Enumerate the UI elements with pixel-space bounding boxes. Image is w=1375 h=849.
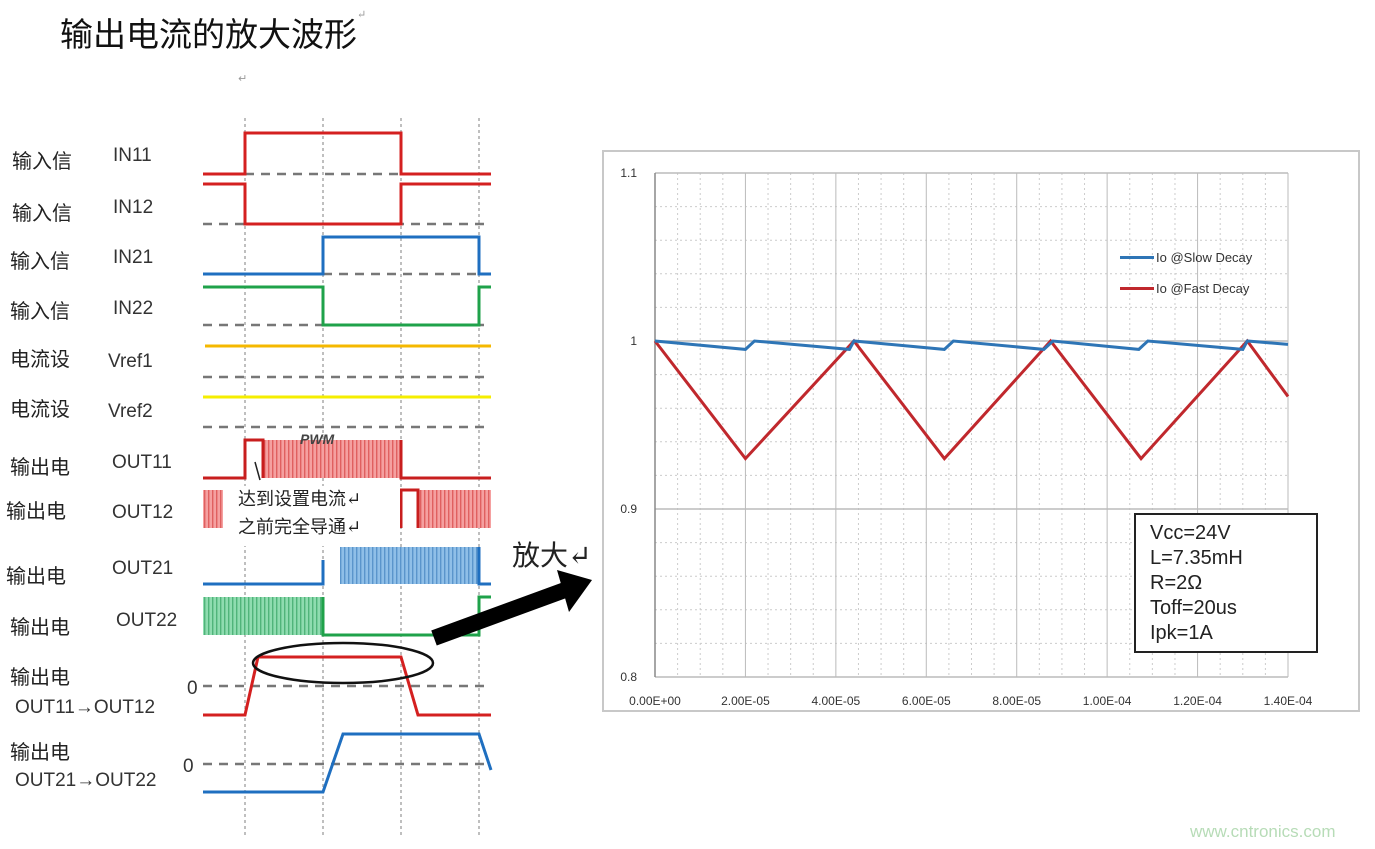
waveform-current-out11-out12 bbox=[203, 655, 491, 717]
row-description: 输入信 bbox=[12, 149, 72, 173]
highlight-ellipse bbox=[251, 641, 435, 685]
y-tick-label: 1.1 bbox=[620, 166, 637, 180]
signal-name: OUT21→OUT22 bbox=[15, 770, 157, 791]
waveform-out21 bbox=[203, 560, 325, 586]
waveform-current-out21-out22 bbox=[203, 732, 493, 794]
signal-name: IN22 bbox=[113, 298, 154, 319]
zoom-label: 放大↵ bbox=[512, 539, 592, 572]
pwm-hatch-out22 bbox=[203, 597, 323, 635]
pwm-hatch-out12 bbox=[418, 490, 491, 528]
row-description: 输出电 bbox=[10, 615, 70, 639]
row-description: 输出电 bbox=[6, 499, 66, 523]
row-description: 输入信 bbox=[10, 249, 70, 273]
chart-frame bbox=[602, 150, 1360, 712]
callout-box: 达到设置电流↵ 之前完全导通↵ bbox=[232, 486, 400, 546]
row-description: 电流设 bbox=[10, 347, 70, 371]
signal-name: IN12 bbox=[113, 197, 154, 218]
legend-item-fast-decay: Io @Fast Decay bbox=[1120, 281, 1249, 296]
signal-name: Vref2 bbox=[108, 401, 153, 422]
waveform-out12 bbox=[399, 488, 420, 528]
series-line-fast-decay bbox=[653, 338, 1290, 461]
legend-label: Io @Slow Decay bbox=[1156, 250, 1253, 265]
legend-label: Io @Fast Decay bbox=[1156, 281, 1250, 296]
legend-swatch bbox=[1120, 256, 1154, 259]
series-line-slow-decay bbox=[654, 339, 1289, 351]
row-description: 输出电 bbox=[10, 740, 70, 764]
callout-line: 达到设置电流↵ bbox=[238, 489, 362, 510]
row-description: 输入信 bbox=[10, 299, 70, 323]
row-description: 电流设 bbox=[10, 397, 70, 421]
callout-line: 之前完全导通↵ bbox=[238, 517, 362, 538]
signal-name: OUT12 bbox=[112, 502, 174, 523]
legend-item-slow-decay: Io @Slow Decay bbox=[1120, 250, 1252, 265]
zero-label: 0 bbox=[183, 756, 194, 777]
parameters-box: Vcc=24V L=7.35mH R=2Ω Toff=20us Ipk=1A bbox=[1134, 513, 1318, 653]
annotation-arrow bbox=[254, 461, 261, 481]
row-description: 输出电 bbox=[10, 665, 70, 689]
signal-name: Vref1 bbox=[108, 351, 153, 372]
waveform-out11-tail bbox=[399, 440, 491, 480]
pwm-hatch-out12 bbox=[203, 490, 223, 528]
return-mark: ↵ bbox=[357, 8, 367, 21]
x-tick-label: 8.00E-05 bbox=[992, 694, 1041, 708]
y-tick-label: 0.8 bbox=[620, 670, 637, 684]
page-title: 输出电流的放大波形 ↵ bbox=[60, 8, 366, 56]
param-ipk: Ipk=1A bbox=[1150, 622, 1213, 644]
y-tick-label: 1 bbox=[630, 334, 637, 348]
waveform-in22 bbox=[203, 285, 491, 327]
x-tick-label: 1.00E-04 bbox=[1083, 694, 1132, 708]
row-description: 输入信 bbox=[12, 201, 72, 225]
title-text: 输出电流的放大波形 bbox=[60, 15, 357, 54]
waveform-out11 bbox=[203, 438, 265, 480]
waveform-in21 bbox=[203, 235, 491, 276]
pwm-label: PWM bbox=[300, 431, 335, 447]
x-tick-label: 2.00E-05 bbox=[721, 694, 770, 708]
watermark: www.cntronics.com bbox=[1190, 822, 1336, 841]
x-tick-label: 0.00E+00 bbox=[629, 694, 681, 708]
param-toff: Toff=20us bbox=[1150, 597, 1237, 619]
return-mark: ↵ bbox=[238, 72, 248, 85]
waveform-out22 bbox=[321, 595, 491, 637]
row-description: 输出电 bbox=[10, 455, 70, 479]
pwm-hatch-out11 bbox=[263, 440, 401, 478]
param-vcc: Vcc=24V bbox=[1150, 522, 1231, 544]
zero-label: 0 bbox=[187, 678, 198, 699]
param-r: R=2Ω bbox=[1150, 572, 1203, 594]
x-tick-label: 1.20E-04 bbox=[1173, 694, 1222, 708]
param-l: L=7.35mH bbox=[1150, 547, 1243, 569]
waveform-out21-tail bbox=[477, 547, 491, 586]
pwm-hatch-out21 bbox=[340, 547, 479, 584]
signal-name: OUT11→OUT12 bbox=[15, 697, 156, 718]
signal-name: OUT11 bbox=[112, 452, 172, 473]
signal-name: OUT21 bbox=[112, 558, 174, 579]
legend-swatch bbox=[1120, 287, 1154, 290]
signal-name: IN11 bbox=[113, 145, 152, 166]
zoom-arrow-icon bbox=[431, 570, 592, 646]
x-tick-label: 1.40E-04 bbox=[1264, 694, 1313, 708]
signal-name: IN21 bbox=[113, 247, 154, 268]
x-tick-label: 6.00E-05 bbox=[902, 694, 951, 708]
waveform-in12 bbox=[203, 182, 491, 226]
signal-name: OUT22 bbox=[116, 610, 178, 631]
row-description: 输出电 bbox=[6, 564, 66, 588]
y-tick-label: 0.9 bbox=[620, 502, 637, 516]
x-tick-label: 4.00E-05 bbox=[812, 694, 861, 708]
waveform-in11 bbox=[203, 131, 491, 176]
